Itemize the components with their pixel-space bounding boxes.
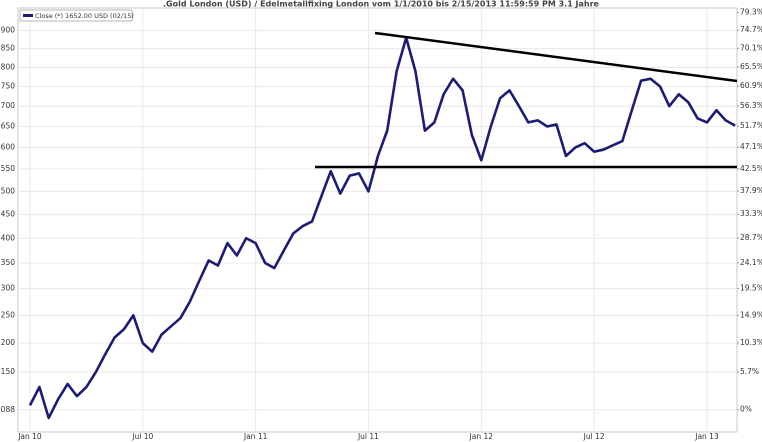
y2-tick-label: 70.1% (740, 43, 762, 52)
y-tick-label: 1850 (0, 44, 15, 53)
x-tick-label: Jul 10 (131, 432, 153, 441)
y-tick-label: 1150 (0, 367, 15, 376)
y2-tick-label: 10.3% (740, 338, 762, 347)
y-tick-label: 1250 (0, 310, 15, 319)
x-tick-label: Jul 12 (583, 432, 605, 441)
y2-tick-label: 65.5% (740, 62, 762, 71)
grid (18, 8, 737, 432)
y-tick-label: 1700 (0, 101, 15, 110)
y2-tick-label: 56.3% (740, 101, 762, 110)
y-tick-label: 1750 (0, 81, 15, 90)
x-tick-label: Jan 13 (694, 432, 719, 441)
y-tick-label: 1088 (0, 405, 15, 414)
legend-box (19, 9, 133, 22)
y-tick-label: 1900 (0, 26, 15, 35)
y2-tick-label: 14.9% (740, 310, 762, 319)
x-tick-label: Jan 12 (469, 432, 494, 441)
y2-tick-label: 74.7% (740, 25, 762, 34)
legend: Close (*) 1652.00 USD (02/15) (19, 9, 134, 22)
y-tick-label: 1650 (0, 121, 15, 130)
chart-title: .Gold London (USD) / Edelmetallfixing Lo… (163, 0, 600, 9)
y2-tick-label: 33.3% (740, 209, 762, 218)
y2-tick-label: 0% (740, 405, 752, 414)
plot-area (17, 7, 738, 433)
legend-label: Close (*) 1652.00 USD (02/15) (35, 12, 134, 20)
y-tick-label: 1350 (0, 258, 15, 267)
resistance-line (374, 31, 738, 83)
y2-tick-label: 5.7% (740, 367, 759, 376)
y2-tick-label: 37.9% (740, 186, 762, 195)
y-tick-label: 1500 (0, 186, 15, 195)
y-tick-label: 1300 (0, 284, 15, 293)
y2-tick-label: 42.5% (740, 164, 762, 173)
y2-tick-label: 24.1% (740, 258, 762, 267)
y-tick-label: 1600 (0, 142, 15, 151)
y2-tick-label: 79.3% (740, 8, 762, 17)
y2-tick-label: 60.9% (740, 81, 762, 90)
y-tick-label: 1800 (0, 62, 15, 71)
series-line (28, 36, 736, 420)
x-tick-label: Jan 10 (17, 432, 42, 441)
y-tick-label: 1400 (0, 233, 15, 242)
y2-tick-label: 47.1% (740, 142, 762, 151)
y2-tick-label: 51.7% (740, 121, 762, 130)
x-tick-label: Jul 11 (357, 432, 379, 441)
x-tick-label: Jan 11 (243, 432, 268, 441)
y-tick-label: 1200 (0, 338, 15, 347)
y-tick-label: 1450 (0, 209, 15, 218)
y2-tick-label: 28.7% (740, 233, 762, 242)
series-layer (28, 36, 736, 420)
y2-tick-label: 19.5% (740, 284, 762, 293)
y-tick-label: 1550 (0, 164, 15, 173)
